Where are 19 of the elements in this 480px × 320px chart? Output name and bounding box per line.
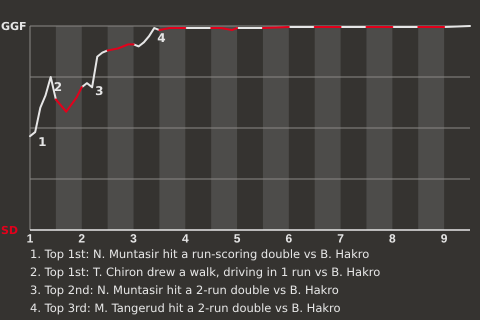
x-tick-label: 4 — [182, 232, 189, 246]
text: 3. Top 2nd: N. Muntasir hit a 2-run double vs B. Hakro — [30, 283, 339, 297]
x-tick-label: 2 — [78, 232, 86, 246]
x-tick-label: 8 — [389, 232, 396, 246]
annotation: 3 — [95, 84, 104, 98]
x-tick-label: 3 — [130, 232, 138, 246]
text: 4. Top 3rd: M. Tangerud hit a 2-run double vs B. Hakro — [30, 301, 341, 315]
text: SD — [1, 224, 18, 237]
x-tick-label: 6 — [285, 232, 292, 246]
annotation: 1 — [38, 135, 47, 150]
x-tick-label: 1 — [26, 232, 34, 246]
annotation: 2 — [54, 80, 62, 94]
text: 2. Top 1st: T. Chiron drew a walk, driving in 1 run vs B. Hakro — [30, 265, 380, 279]
annotation: 4 — [157, 31, 166, 46]
x-tick-label: 5 — [234, 232, 241, 246]
text: GGF — [1, 20, 27, 33]
text: 1. Top 1st: N. Muntasir hit a run-scoring double vs B. Hakro — [30, 247, 370, 261]
x-tick-label: 9 — [440, 232, 448, 246]
x-tick-label: 7 — [337, 232, 344, 246]
